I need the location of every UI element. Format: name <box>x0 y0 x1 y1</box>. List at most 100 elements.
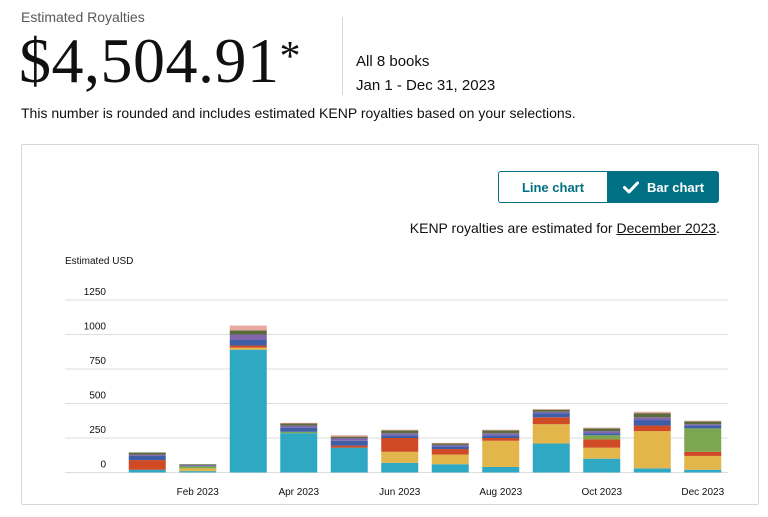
bar-2-segment-1 <box>179 471 217 473</box>
bar-11-segment-2 <box>633 431 671 469</box>
bar-4-segment-1 <box>280 433 318 473</box>
bar-7-segment-8 <box>431 442 469 444</box>
bar-10-segment-1 <box>583 458 621 473</box>
bar-12-segment-4 <box>684 428 722 452</box>
bar-10-segment-6 <box>583 431 621 434</box>
bar-11-segment-1 <box>633 468 671 473</box>
rounding-note: This number is rounded and includes esti… <box>21 105 576 121</box>
bar-7-segment-7 <box>431 443 469 445</box>
bar-5-segment-1 <box>330 447 368 473</box>
bar-8-segment-5 <box>482 435 520 438</box>
bar-10-segment-8 <box>583 427 621 429</box>
bar-5-segment-3 <box>330 445 368 448</box>
kenp-notice-suffix: . <box>716 220 720 236</box>
bar-2-segment-7 <box>179 464 217 465</box>
bar-4-segment-7 <box>280 423 318 426</box>
bar-11-segment-3 <box>633 425 671 432</box>
bar-3-segment-2 <box>229 347 267 350</box>
x-tick-label-12: Dec 2023 <box>681 487 724 498</box>
bar-10-segment-4 <box>583 435 621 440</box>
bar-5-segment-6 <box>330 438 368 441</box>
royalty-amount: $4,504.91* <box>19 26 301 96</box>
bar-11-segment-8 <box>633 411 671 414</box>
bar-9-segment-8 <box>532 409 570 410</box>
bar-9-segment-5 <box>532 413 570 418</box>
y-axis-title: Estimated USD <box>65 256 133 267</box>
kenp-notice: KENP royalties are estimated for Decembe… <box>410 220 720 236</box>
checkmark-icon <box>622 181 639 193</box>
bar-3-segment-7 <box>229 330 267 335</box>
bar-4-segment-5 <box>280 427 318 432</box>
bar-4-segment-4 <box>280 431 318 434</box>
royalty-amount-value: $4,504.91 <box>19 25 280 96</box>
royalties-bar-chart: Estimated USD 0 250 500 750 1000 1250 Feb 2023 A… <box>65 256 728 498</box>
bar-11-segment-7 <box>633 413 671 418</box>
y-tick-label-750: 750 <box>89 356 106 367</box>
bar-6-segment-5 <box>381 435 419 438</box>
y-tick-label-500: 500 <box>89 391 106 402</box>
bar-4-segment-6 <box>280 425 318 428</box>
bar-1-segment-7 <box>128 452 166 455</box>
bar-7-segment-6 <box>431 444 469 447</box>
bar-1-segment-6 <box>128 454 166 456</box>
bar-5-segment-5 <box>330 440 368 446</box>
bar-1-segment-5 <box>128 455 166 461</box>
bar-12-segment-6 <box>684 424 722 426</box>
bar-5-segment-8 <box>330 435 368 437</box>
chart-type-toggle: Line chart Bar chart <box>498 171 719 203</box>
bar-7-segment-5 <box>431 446 469 450</box>
kenp-month-link[interactable]: December 2023 <box>616 220 717 236</box>
bar-2-segment-4 <box>179 466 217 469</box>
bar-8-segment-2 <box>482 440 520 467</box>
bar-8-segment-8 <box>482 429 520 431</box>
bar-7-segment-1 <box>431 464 469 473</box>
bar-10-segment-3 <box>583 439 621 448</box>
bar-12-segment-3 <box>684 451 722 456</box>
bar-12-segment-1 <box>684 469 722 473</box>
bar-12-segment-2 <box>684 455 722 470</box>
bar-3-segment-8 <box>229 325 267 331</box>
bar-6-segment-8 <box>381 429 419 431</box>
y-tick-label-0: 0 <box>100 460 106 471</box>
bar-9-segment-2 <box>532 424 570 444</box>
bar-8-segment-3 <box>482 438 520 441</box>
bar-3-segment-3 <box>229 345 267 348</box>
bar-11-segment-6 <box>633 417 671 421</box>
bar-3-segment-5 <box>229 340 267 346</box>
estimated-royalties-label: Estimated Royalties <box>21 9 145 25</box>
bar-9-segment-3 <box>532 417 570 425</box>
x-tick-label-6: Jun 2023 <box>379 487 421 498</box>
x-tick-label-4: Apr 2023 <box>278 487 319 498</box>
bar-chart-button[interactable]: Bar chart <box>608 171 719 203</box>
bar-5-segment-7 <box>330 436 368 438</box>
bar-7-segment-2 <box>431 454 469 465</box>
bar-1-segment-3 <box>128 460 166 470</box>
header-divider <box>342 17 343 95</box>
bar-10-segment-7 <box>583 428 621 432</box>
chart-panel: Line chart Bar chart KENP royalties are … <box>21 144 759 505</box>
x-tick-label-10: Oct 2023 <box>581 487 622 498</box>
line-chart-button[interactable]: Line chart <box>498 171 608 203</box>
x-tick-label-2: Feb 2023 <box>177 487 220 498</box>
bar-10-segment-5 <box>583 433 621 436</box>
bar-9-segment-7 <box>532 409 570 412</box>
books-filter-summary: All 8 books <box>356 53 430 70</box>
bar-3-segment-1 <box>229 349 267 473</box>
bar-2-segment-2 <box>179 468 217 472</box>
bar-6-segment-6 <box>381 433 419 436</box>
bar-chart-label: Bar chart <box>646 179 705 195</box>
bar-3-segment-6 <box>229 334 267 341</box>
bar-6-segment-7 <box>381 430 419 434</box>
bar-8-segment-7 <box>482 430 520 434</box>
bar-2-segment-5 <box>179 465 217 467</box>
bar-7-segment-3 <box>431 449 469 455</box>
y-tick-label-1000: 1000 <box>84 322 107 333</box>
bar-6-segment-3 <box>381 438 419 452</box>
bar-9-segment-6 <box>532 411 570 414</box>
bar-9-segment-1 <box>532 443 570 473</box>
bar-11-segment-5 <box>633 420 671 426</box>
bar-12-segment-8 <box>684 420 722 422</box>
bar-2-segment-6 <box>179 464 217 466</box>
bar-10-segment-2 <box>583 447 621 459</box>
bar-12-segment-7 <box>684 421 722 425</box>
